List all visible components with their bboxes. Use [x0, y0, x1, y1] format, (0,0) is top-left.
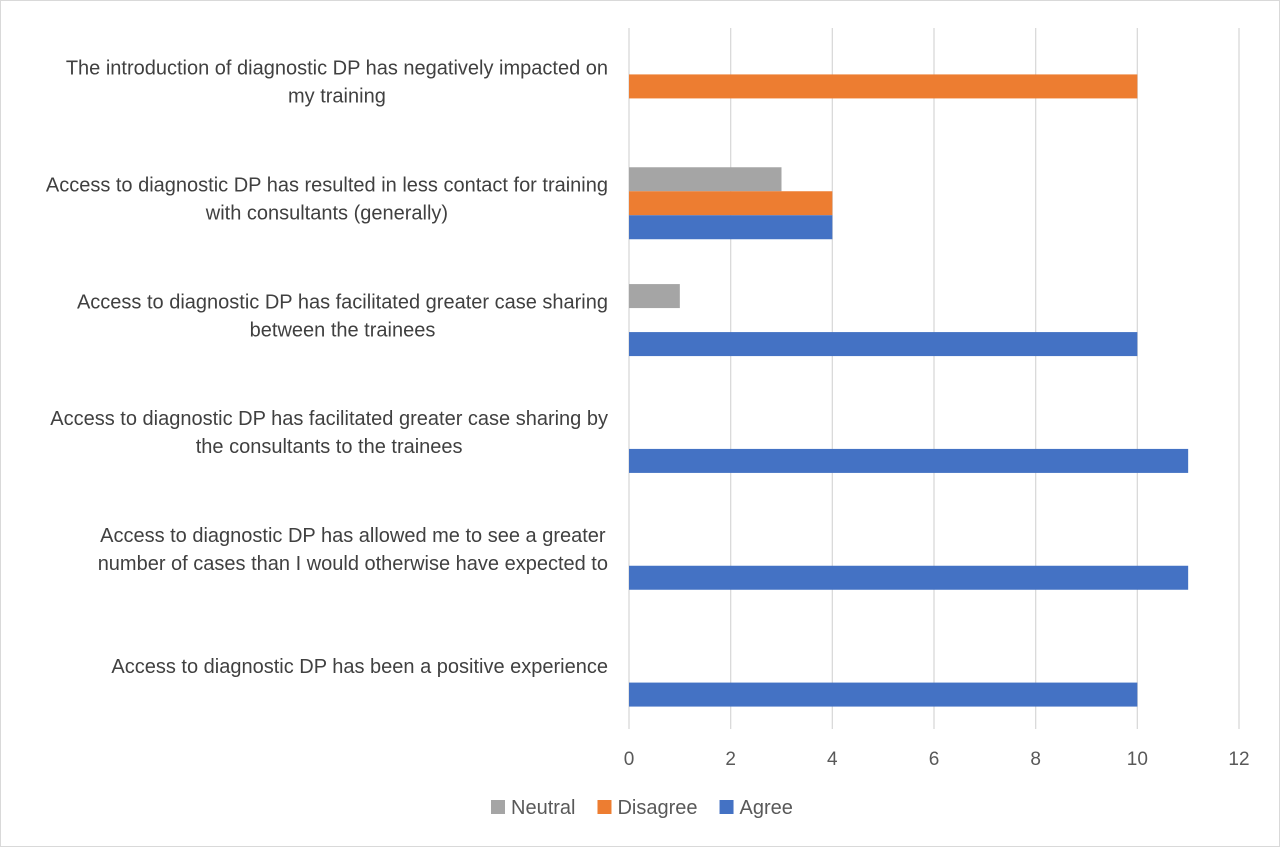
category-label-line: my training [288, 86, 386, 108]
legend-swatch-neutral [491, 800, 505, 814]
category-label-line: Access to diagnostic DP has facilitated … [50, 408, 608, 430]
x-tick-label-4: 4 [827, 749, 838, 770]
bar-agree-4 [629, 448, 1189, 473]
category-label-line: Access to diagnostic DP has facilitated … [77, 291, 608, 313]
legend-label-neutral: Neutral [511, 797, 575, 819]
category-label-line: Access to diagnostic DP has been a posit… [111, 656, 608, 678]
x-tick-label-10: 10 [1127, 749, 1148, 770]
x-axis-ticks: 0 2 4 6 8 10 12 [624, 749, 1250, 770]
category-label-2: Access to diagnostic DP has resulted in … [46, 175, 608, 225]
category-label-line: The introduction of diagnostic DP has ne… [66, 58, 608, 80]
x-tick-label-0: 0 [624, 749, 635, 770]
category-label-line: Access to diagnostic DP has resulted in … [46, 175, 608, 197]
bar-agree-3 [629, 332, 1138, 357]
category-label-1: The introduction of diagnostic DP has ne… [66, 58, 608, 108]
category-label-3: Access to diagnostic DP has facilitated … [77, 291, 608, 341]
gridlines [628, 28, 1240, 729]
x-tick-label-8: 8 [1030, 749, 1041, 770]
x-tick-label-12: 12 [1228, 749, 1249, 770]
category-label-line: with consultants (generally) [205, 203, 448, 225]
legend-swatch-disagree [597, 800, 612, 814]
category-label-line: number of cases than I would otherwise h… [98, 553, 608, 575]
bar-neutral-3 [629, 284, 680, 309]
x-tick-label-6: 6 [929, 749, 940, 770]
bar-agree-6 [629, 682, 1138, 707]
category-label-line: the consultants to the trainees [196, 436, 463, 458]
bar-neutral-2 [629, 167, 782, 192]
legend-swatch-agree [719, 800, 734, 814]
category-label-5: Access to diagnostic DP has allowed me t… [98, 525, 608, 575]
legend-label-agree: Agree [740, 797, 793, 819]
bar-disagree-1 [629, 74, 1138, 99]
bar-disagree-2 [629, 191, 833, 216]
bars [629, 74, 1189, 707]
bar-agree-5 [629, 565, 1189, 590]
legend-label-disagree: Disagree [617, 797, 697, 819]
legend: Neutral Disagree Agree [491, 797, 793, 819]
category-labels: The introduction of diagnostic DP has ne… [46, 58, 608, 678]
bar-agree-2 [629, 215, 833, 240]
x-tick-label-2: 2 [725, 749, 736, 770]
category-label-6: Access to diagnostic DP has been a posit… [111, 656, 608, 678]
category-label-4: Access to diagnostic DP has facilitated … [50, 408, 608, 458]
category-label-line: between the trainees [250, 319, 436, 341]
category-label-line: Access to diagnostic DP has allowed me t… [100, 525, 606, 547]
